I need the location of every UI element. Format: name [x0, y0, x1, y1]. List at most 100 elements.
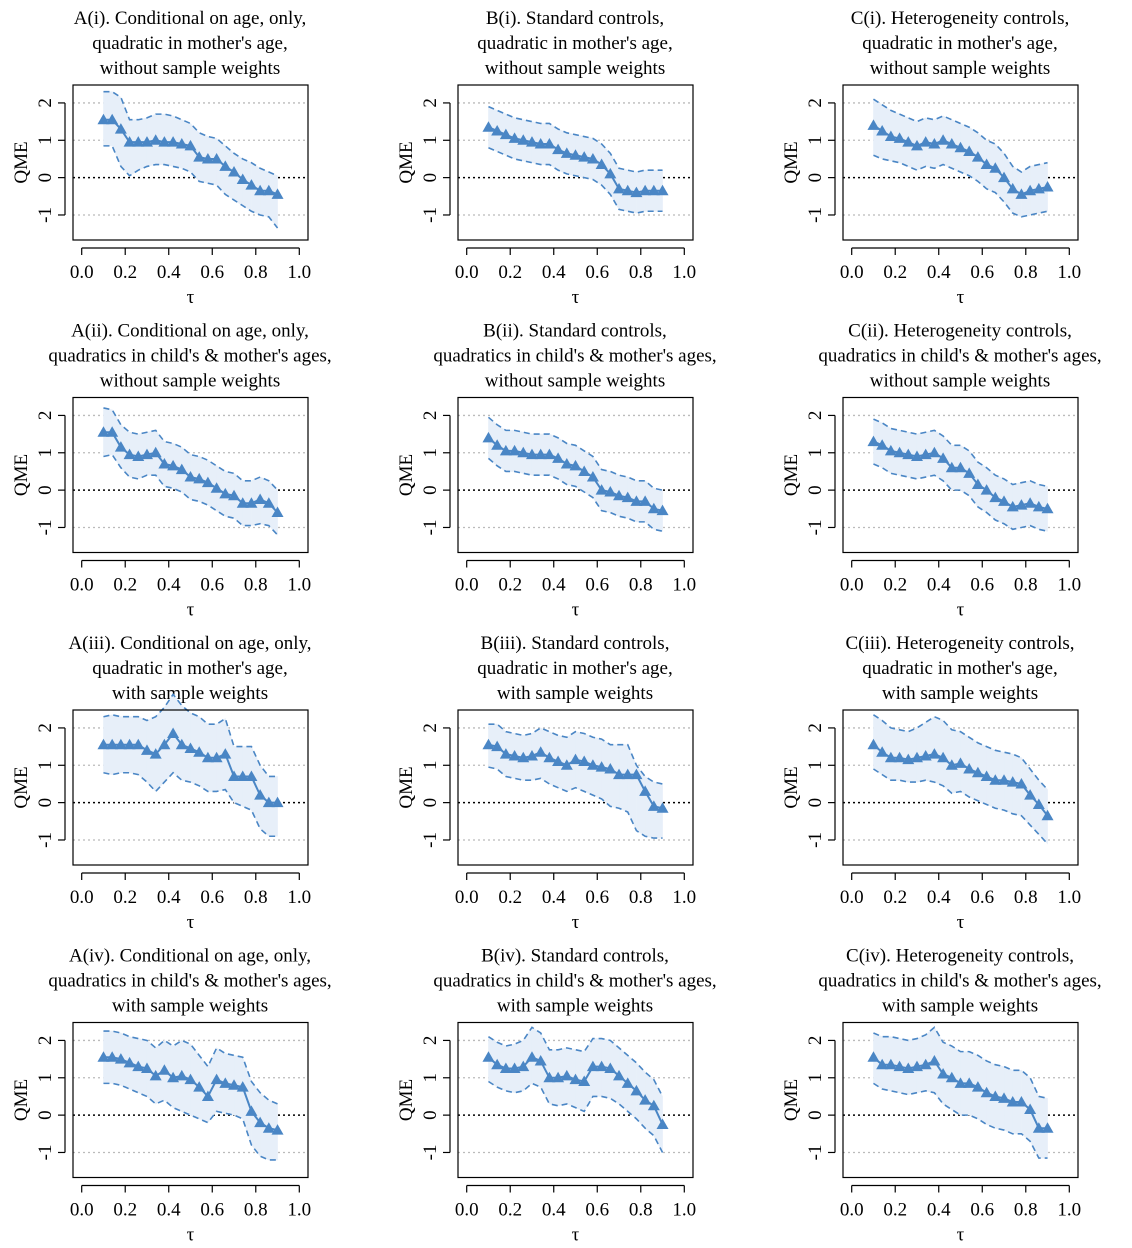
point: [586, 759, 599, 770]
point: [910, 751, 923, 763]
ci-line: [103, 407, 279, 491]
point: [499, 748, 512, 759]
plot-frame: [842, 84, 1079, 241]
y-tick-label: 0: [35, 173, 56, 183]
point: [867, 738, 880, 750]
point: [647, 502, 660, 514]
x-tick-label: 0.4: [927, 262, 951, 283]
point: [219, 487, 232, 499]
point: [508, 132, 521, 143]
ci-band: [129, 119, 139, 177]
x-tick-label: 1.0: [672, 575, 696, 596]
x-tick-label: 0.4: [157, 575, 181, 596]
panel: C(iv). Heterogeneity controls, quadratics…: [781, 946, 1102, 1246]
ci-line: [103, 90, 278, 177]
point: [928, 138, 941, 149]
point: [271, 506, 284, 518]
x-tick-label: 0.8: [629, 262, 653, 283]
point: [175, 738, 188, 750]
point: [525, 749, 538, 761]
point: [97, 1051, 110, 1062]
y-axis-label: QME: [396, 141, 417, 183]
point: [219, 160, 232, 171]
point: [578, 755, 591, 767]
point: [595, 761, 608, 772]
x-tick-label: 0.6: [200, 887, 224, 908]
panel: B(ii). Standard controls, quadratics in c…: [396, 321, 717, 621]
y-tick-label: -1: [35, 207, 56, 223]
y-tick-label: 0: [420, 798, 441, 808]
panel-title: A(i). Conditional on age, only,: [74, 8, 307, 29]
point: [954, 461, 967, 473]
x-axis-label: τ: [957, 912, 965, 933]
y-axis-label: QME: [781, 454, 802, 496]
point: [210, 1073, 223, 1085]
panel: A(iv). Conditional on age, only, quadrati…: [11, 946, 332, 1246]
x-axis-label: τ: [957, 600, 965, 621]
ci-line: [873, 98, 1048, 173]
point: [508, 444, 521, 456]
point: [262, 796, 275, 808]
point: [175, 138, 188, 149]
point: [517, 1060, 530, 1072]
point: [123, 136, 136, 147]
plot-frame: [842, 1021, 1079, 1179]
x-tick-label: 0.0: [455, 887, 479, 908]
x-tick-label: 0.2: [113, 575, 137, 596]
point: [989, 491, 1002, 503]
point: [1024, 497, 1037, 508]
point: [902, 1062, 915, 1073]
point: [613, 1069, 626, 1081]
panel-title: with sample weights: [112, 683, 268, 704]
ci-line: [487, 416, 663, 491]
point: [245, 770, 258, 781]
point: [630, 186, 643, 198]
x-tick-label: 0.4: [542, 575, 566, 596]
panel-title: quadratic in mother's age,: [92, 658, 287, 679]
point: [140, 744, 153, 755]
x-tick-label: 0.6: [585, 262, 609, 283]
point: [534, 746, 547, 757]
point: [525, 448, 538, 460]
y-axis-label: QME: [781, 141, 802, 183]
x-tick-label: 0.0: [840, 575, 864, 596]
x-tick-label: 0.6: [585, 575, 609, 596]
y-tick-label: 1: [805, 761, 826, 771]
point: [175, 1069, 188, 1081]
panel-title: without sample weights: [485, 58, 665, 79]
x-tick-label: 1.0: [672, 887, 696, 908]
y-tick-label: 2: [805, 98, 826, 108]
x-tick-label: 0.0: [455, 262, 479, 283]
point: [893, 132, 906, 143]
point: [980, 158, 993, 170]
point: [893, 446, 906, 458]
panel-title: quadratics in child's & mother's ages,: [433, 346, 716, 367]
point: [980, 1086, 993, 1098]
panel-title: B(i). Standard controls,: [486, 8, 664, 29]
point: [219, 1077, 232, 1088]
panel-title: quadratics in child's & mother's ages,: [818, 346, 1101, 367]
x-tick-label: 1.0: [1057, 887, 1081, 908]
point: [937, 751, 950, 763]
point: [560, 759, 573, 770]
plot-frame: [72, 709, 309, 866]
plot-frame: [72, 396, 309, 554]
point: [201, 1090, 214, 1101]
y-tick-label: 0: [420, 173, 441, 183]
point: [534, 448, 547, 460]
point: [210, 751, 223, 763]
y-axis-label: QME: [11, 766, 32, 808]
ci-line: [103, 771, 278, 838]
point: [184, 139, 197, 151]
point: [140, 448, 153, 460]
point: [910, 1060, 923, 1072]
x-tick-label: 0.4: [157, 887, 181, 908]
x-tick-label: 0.0: [70, 262, 94, 283]
y-tick-label: 1: [805, 136, 826, 146]
point: [613, 182, 626, 194]
point: [193, 1081, 206, 1092]
ci-line: [488, 147, 663, 214]
point: [491, 740, 504, 752]
panel-title: quadratics in child's & mother's ages,: [48, 346, 331, 367]
